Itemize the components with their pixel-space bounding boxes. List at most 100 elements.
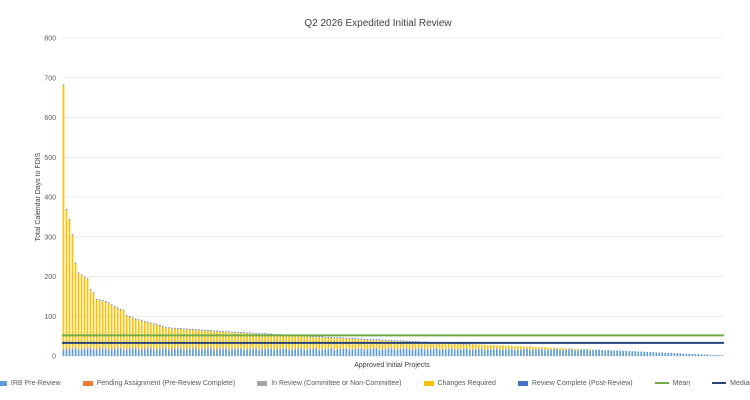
reference-lines <box>62 334 724 344</box>
bar-segment <box>589 349 591 351</box>
bar-segment <box>637 351 640 356</box>
bar-segment <box>291 350 294 356</box>
bar-segment <box>86 347 89 349</box>
bar-segment <box>517 350 519 356</box>
bar-segment <box>517 349 519 351</box>
bar-segment <box>149 347 152 349</box>
bar-segment <box>387 347 390 350</box>
bar-segment <box>408 350 411 356</box>
bar-segment <box>104 348 107 349</box>
bar-segment <box>435 342 438 348</box>
bar-segment <box>399 340 402 342</box>
bar-segment <box>231 332 233 349</box>
bar-segment <box>477 349 480 356</box>
bar-segment <box>715 354 718 356</box>
bar-segment <box>429 342 432 349</box>
bar-segment <box>98 349 101 356</box>
bar-segment <box>222 330 224 332</box>
bar-segment <box>339 349 342 356</box>
bar-segment <box>553 349 555 356</box>
bar-segment <box>113 347 116 350</box>
bar-segment <box>667 352 670 356</box>
bar-segment <box>327 336 330 338</box>
bar-segment <box>146 349 149 356</box>
bar-segment <box>140 348 143 350</box>
bar-segment <box>167 348 170 350</box>
bar-segment <box>508 349 510 356</box>
bar-segment <box>143 349 146 356</box>
bars <box>62 84 724 356</box>
bar-segment <box>568 348 570 350</box>
bar-segment <box>402 347 405 350</box>
bar-segment <box>164 327 167 348</box>
bar-segment <box>122 350 125 356</box>
bar-segment <box>529 349 531 351</box>
bar-segment <box>180 348 182 349</box>
bar-segment <box>204 329 206 331</box>
bar-segment <box>580 348 582 350</box>
bar-segment <box>101 349 104 356</box>
bar-segment <box>408 340 411 342</box>
bar-segment <box>161 348 164 350</box>
bar-segment <box>158 324 161 326</box>
bar-segment <box>405 341 408 348</box>
bar-segment <box>195 347 197 349</box>
bar-segment <box>89 290 92 348</box>
bar-segment <box>330 336 333 338</box>
bar-segment <box>628 351 631 356</box>
y-tick-label: 600 <box>44 115 56 122</box>
bar-segment <box>441 350 444 356</box>
bar-segment <box>171 349 173 351</box>
bar-segment <box>526 348 528 356</box>
bar-segment <box>62 350 65 356</box>
bar-segment <box>107 303 110 349</box>
bar-segment <box>101 348 104 350</box>
bar-segment <box>210 347 212 349</box>
bar-segment <box>423 350 426 356</box>
bar-segment <box>405 348 408 356</box>
bar-segment <box>189 329 191 348</box>
bar-segment <box>116 308 119 348</box>
bar-segment <box>267 334 269 349</box>
bar-segment <box>468 349 471 351</box>
bar-segment <box>384 340 387 349</box>
bar-segment <box>210 330 212 348</box>
bar-segment <box>562 348 564 350</box>
bar-segment <box>210 348 212 349</box>
legend-item: Pending Assignment (Pre-Review Complete) <box>82 376 235 390</box>
bar-segment <box>610 350 612 356</box>
bar-segment <box>462 343 465 345</box>
bar-segment <box>86 349 89 356</box>
bar-segment <box>189 347 191 350</box>
bar-segment <box>222 347 224 349</box>
bar-segment <box>426 342 429 349</box>
bar-segment <box>348 349 351 351</box>
bar-segment <box>98 299 101 301</box>
bar-segment <box>523 349 525 356</box>
bar-segment <box>228 348 230 350</box>
bar-segment <box>74 263 77 348</box>
bar-segment <box>101 300 104 348</box>
bar-segment <box>399 341 402 349</box>
bar-segment <box>161 326 164 348</box>
bar-segment <box>468 343 471 345</box>
bar-segment <box>137 349 140 351</box>
bar-segment <box>201 330 203 349</box>
bar-segment <box>270 347 272 349</box>
legend-swatch <box>654 382 669 384</box>
bar-segment <box>502 350 504 356</box>
bar-segment <box>685 353 688 356</box>
bar-segment <box>240 347 242 349</box>
bar-segment <box>77 273 80 349</box>
bar-segment <box>474 349 477 356</box>
bar-segment <box>417 341 420 343</box>
bar-segment <box>95 299 98 349</box>
bar-segment <box>420 348 423 356</box>
bar-segment <box>255 332 257 334</box>
bar-segment <box>161 325 164 327</box>
bar-segment <box>204 349 206 356</box>
bar-segment <box>390 340 393 341</box>
bar-segment <box>330 348 333 356</box>
bar-segment <box>694 354 697 356</box>
bar-segment <box>393 348 396 351</box>
